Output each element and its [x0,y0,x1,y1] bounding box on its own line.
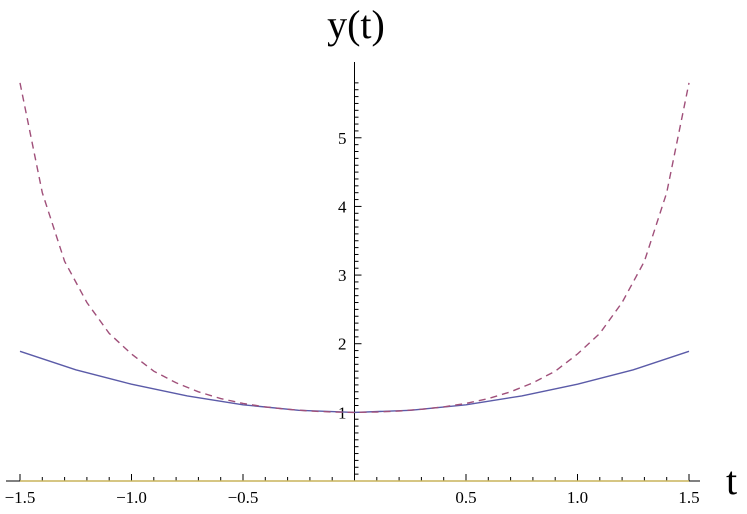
x-tick-label: 1.5 [678,488,699,507]
x-tick-label: −1.5 [5,488,36,507]
x-ticks: −1.5 −1.0 −0.5 0.5 1.0 1.5 [5,488,700,507]
series-group [19,82,690,482]
x-tick-label: −1.0 [116,488,147,507]
y-tick-label: 5 [338,129,347,148]
x-axis-title: t [726,458,737,503]
x-tick-label: 0.5 [455,488,476,507]
x-tick-label: −0.5 [228,488,259,507]
series-line-2 [19,82,690,414]
y-tick-label: 2 [338,335,347,354]
y-tick-label: 3 [338,266,347,285]
y-axis-title: y(t) [327,2,385,47]
x-tick-label: 1.0 [567,488,588,507]
y-tick-label: 4 [338,197,347,216]
